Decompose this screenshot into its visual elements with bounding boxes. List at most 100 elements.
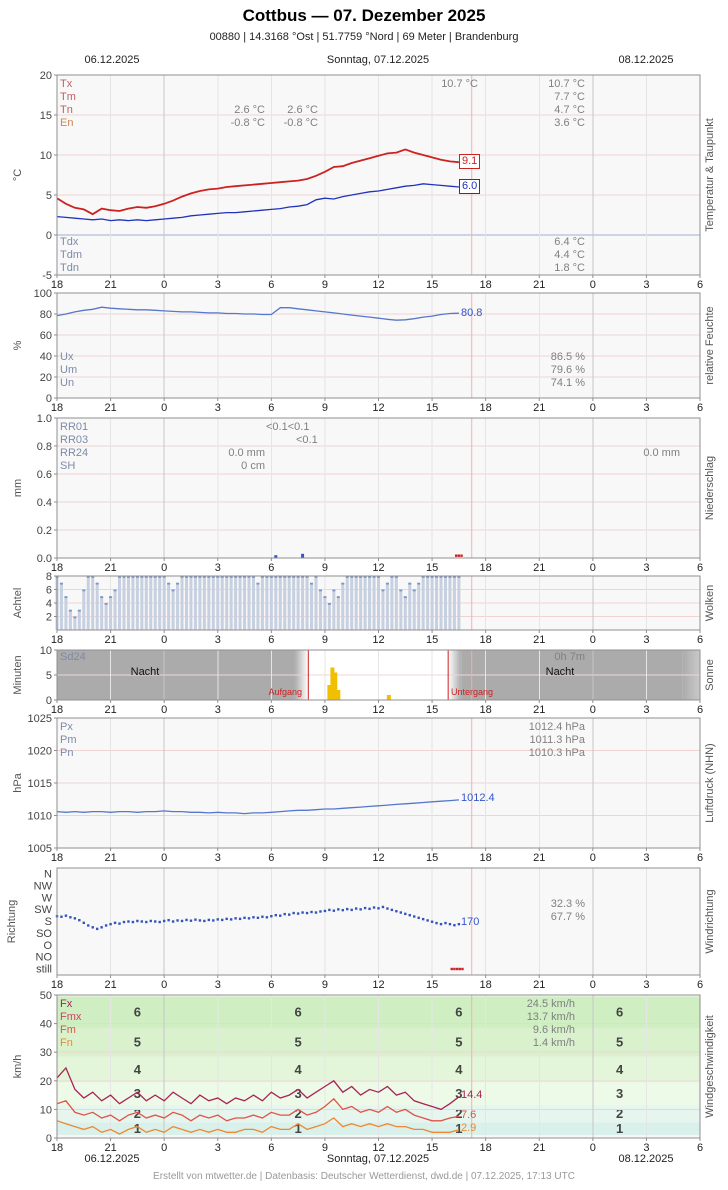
cloud-bar-cap — [292, 576, 296, 578]
cloud-bar-cap — [323, 596, 327, 599]
legend-tn-day-value: 4.7 °C — [554, 104, 585, 116]
cloud-bar — [314, 576, 318, 630]
axis-tick-label: 18 — [480, 634, 492, 646]
cloud-bar — [207, 576, 211, 630]
calm-mark — [461, 967, 464, 971]
cloud-bar — [318, 589, 322, 630]
cloud-bar-cap — [149, 576, 153, 578]
cloud-bar — [287, 576, 291, 630]
cloud-bar — [229, 576, 233, 630]
cloud-bar-cap — [176, 582, 180, 585]
cloud-bar — [332, 589, 336, 630]
temperature-series-line — [56, 183, 459, 222]
wind-direction-dot — [301, 911, 304, 914]
axis-tick-label: 100 — [34, 288, 52, 300]
cloud-bar-cap — [243, 576, 247, 578]
current-mean-wind-value: 7.6 — [461, 1109, 477, 1121]
wind-direction-dot — [252, 916, 255, 919]
wind-direction-dot — [377, 907, 380, 910]
beaufort-number: 1 — [134, 1121, 141, 1136]
wind-direction-dot — [194, 918, 197, 921]
cloud-bar — [368, 576, 372, 630]
cloud-bar-cap — [225, 576, 229, 578]
wind-direction-dot — [198, 919, 202, 922]
axis-tick-label: 4 — [46, 598, 52, 610]
wind-direction-dot — [444, 921, 447, 925]
legend-fmx-label: Fmx — [60, 1011, 82, 1023]
beaufort-number: 4 — [134, 1062, 142, 1077]
cloud-bar-cap — [207, 576, 211, 578]
wind-direction-dot — [305, 911, 309, 915]
wind-direction-dot — [216, 918, 219, 921]
axis-tick-label: 21 — [533, 704, 545, 716]
axis-tick-label: 9 — [322, 852, 328, 864]
cloud-bar — [412, 589, 416, 630]
wind-direction-dot — [171, 920, 175, 923]
beaufort-number: 4 — [455, 1062, 463, 1077]
cloud-bar-cap — [403, 596, 407, 599]
wind-speed-panel-title: Windgeschwindigkeit — [704, 1015, 716, 1118]
wind-direction-dot — [221, 918, 224, 922]
wind-direction-dot — [113, 921, 117, 925]
axis-tick-label: S — [45, 916, 52, 928]
beaufort-number: 1 — [455, 1121, 462, 1136]
cloud-bar — [336, 596, 340, 630]
precipitation-unit-label: mm — [12, 478, 24, 498]
wind-direction-dot — [386, 907, 389, 910]
axis-tick-label: 15 — [426, 634, 438, 646]
cloud-bar — [184, 576, 188, 630]
legend-px-value: 1012.4 hPa — [528, 721, 585, 733]
axis-tick-label: 21 — [104, 704, 116, 716]
wind-direction-dot — [118, 922, 121, 925]
cloud-bar — [238, 576, 242, 630]
legend-tx-now-value: 10.7 °C — [441, 78, 478, 90]
cloud-bar — [135, 576, 139, 630]
cloud-bar-cap — [184, 576, 188, 578]
axis-tick-label: 0 — [161, 704, 167, 716]
axis-tick-label: 6 — [268, 634, 274, 646]
cloud-bar — [426, 576, 430, 630]
axis-tick-label: 9 — [322, 562, 328, 574]
legend-pm-label: Pm — [60, 734, 77, 746]
wind-direction-dot — [185, 918, 188, 922]
cloud-bar-cap — [310, 582, 314, 585]
axis-tick-label: 6 — [268, 279, 274, 291]
axis-tick-label: 6 — [268, 704, 274, 716]
legend-px-label: Px — [60, 721, 73, 733]
beaufort-number: 3 — [455, 1086, 462, 1101]
wind-direction-dot — [283, 912, 286, 916]
axis-tick-label: 6 — [697, 634, 703, 646]
cloud-bar-cap — [229, 576, 233, 578]
date-right-top: 08.12.2025 — [618, 54, 674, 66]
cloud-bar-cap — [296, 576, 300, 578]
axis-tick-label: 1025 — [28, 713, 52, 725]
axis-tick-label: 10 — [40, 150, 52, 162]
cloud-bar-cap — [390, 576, 394, 578]
axis-tick-label: 0.0 — [37, 553, 52, 565]
axis-tick-label: 9 — [322, 402, 328, 414]
precipitation-now-mark — [460, 554, 463, 557]
cloud-bar — [198, 576, 202, 630]
cloud-bar — [403, 596, 407, 630]
cloud-bar-cap — [113, 589, 117, 592]
sunrise-label: Aufgang — [268, 687, 302, 697]
axis-tick-label: 0 — [590, 979, 596, 991]
axis-tick-label: 6 — [268, 979, 274, 991]
cloud-bar — [408, 582, 412, 630]
cloud-bar — [260, 576, 264, 630]
wind-direction-dot — [350, 908, 353, 912]
legend-tdx-value: 6.4 °C — [554, 236, 585, 248]
legend-un-label: Un — [60, 377, 75, 389]
axis-tick-label: 0 — [46, 230, 52, 242]
legend-fmx-value: 13.7 km/h — [526, 1011, 575, 1023]
cloud-bar-cap — [86, 576, 90, 578]
cloud-bar — [443, 576, 447, 630]
legend-sd24-value: 0h 7m — [554, 651, 585, 663]
beaufort-number: 6 — [134, 1005, 141, 1020]
wind-direction-dot — [292, 911, 295, 915]
axis-tick-label: 0 — [161, 634, 167, 646]
page-title: Cottbus — 07. Dezember 2025 — [242, 6, 486, 25]
cloud-bar — [430, 576, 434, 630]
cloud-bar-cap — [265, 576, 269, 578]
axis-tick-label: 20 — [40, 1076, 52, 1088]
